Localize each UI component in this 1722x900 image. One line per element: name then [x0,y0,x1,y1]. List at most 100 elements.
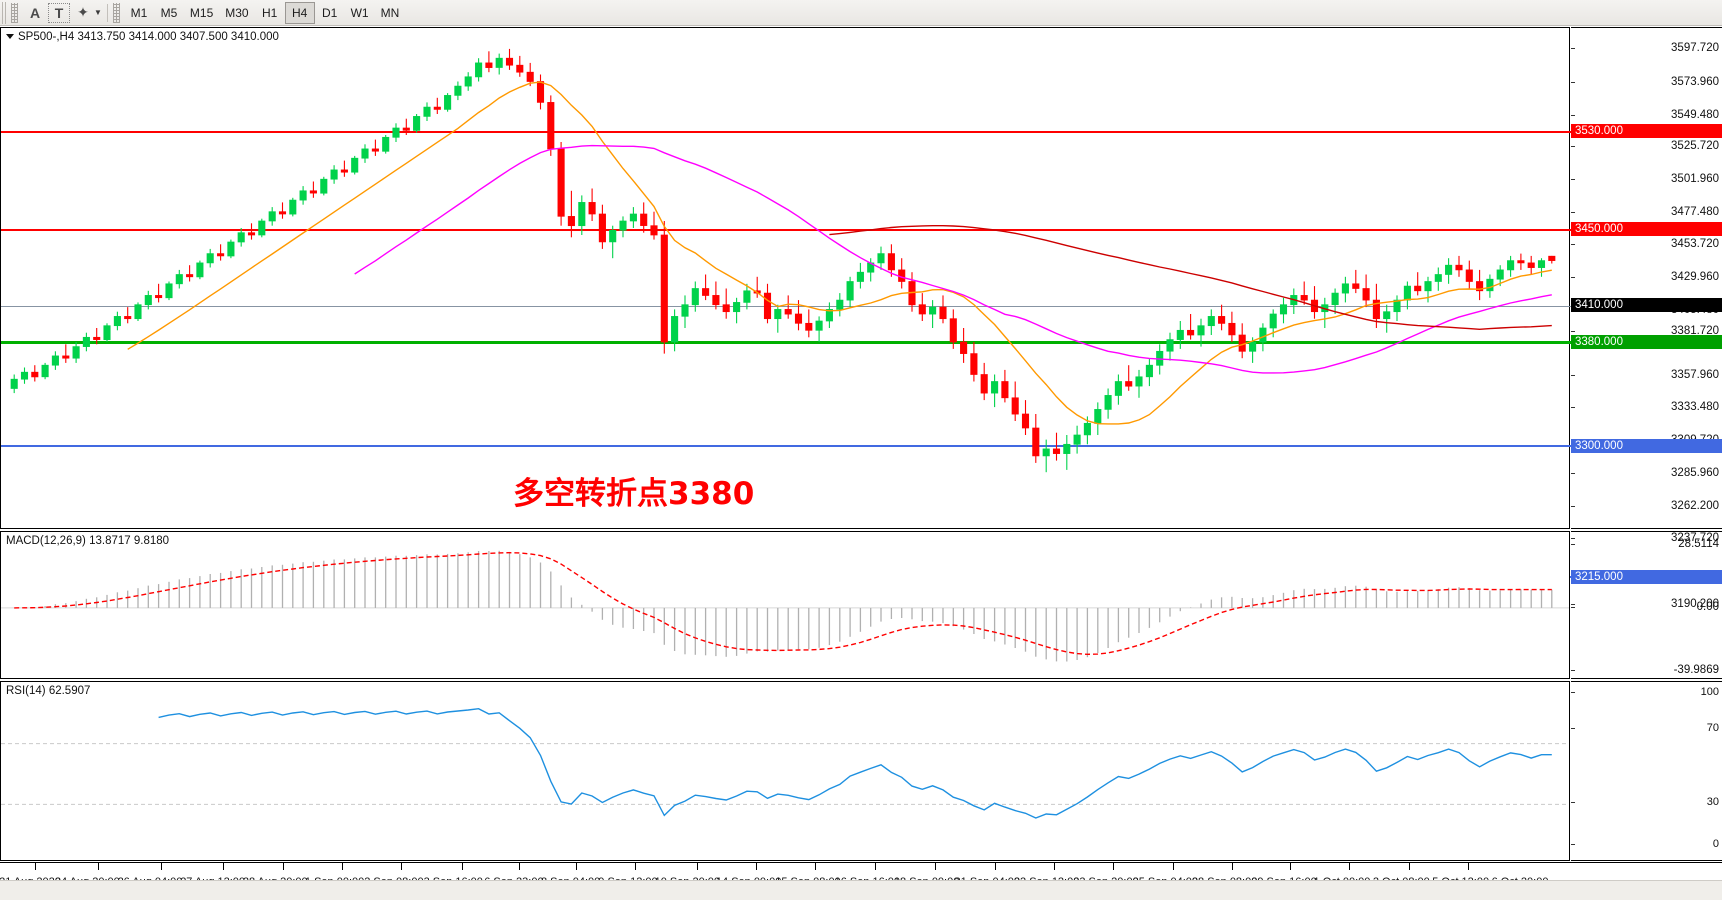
price-tick-label: 3477.480 [1671,206,1719,218]
dropdown-caret-icon[interactable]: ▼ [94,8,102,17]
price-tick-label: 3549.480 [1671,109,1719,121]
candlestick-series [10,48,1556,473]
axis-tickmark [1571,844,1575,845]
price-level-badge-3215[interactable]: 3215.000 [1571,570,1722,584]
text-label-icon[interactable]: A [29,4,41,21]
timeframe-h1[interactable]: H1 [261,5,278,20]
axis-tickmark [1571,538,1575,539]
time-axis-separator [97,863,99,870]
rsi-tick-label: 30 [1706,796,1719,808]
time-axis-separator [35,863,37,870]
macd-label: MACD(12,26,9) 13.8717 9.8180 [6,535,170,547]
time-axis-separator [755,863,757,870]
axis-tickmark [1571,244,1575,245]
axis-tickmark [1571,212,1575,213]
price-tick-label: 3429.960 [1671,271,1719,283]
time-axis-separator [1113,863,1115,870]
drawing-tools-icon[interactable]: ✦ [77,4,89,20]
price-level-badge-3450[interactable]: 3450.000 [1571,222,1722,236]
axis-tickmark [1571,48,1575,49]
axis-tickmark [1571,506,1575,507]
price-tick-label: 3333.480 [1671,401,1719,413]
time-axis-separator [1231,863,1233,870]
price-tick-label: 3285.960 [1671,467,1719,479]
status-bar [0,880,1722,900]
timeframe-m5[interactable]: M5 [160,5,178,20]
time-axis-separator [815,863,817,870]
rsi-axis[interactable]: 100 70 30 0 [1571,681,1722,861]
time-axis-separator [282,863,284,870]
price-level-badge-3300[interactable]: 3300.000 [1571,439,1722,453]
toolbar-grip[interactable] [2,1,8,24]
time-axis-separator [1468,863,1469,870]
price-tick-label: 3262.200 [1671,500,1719,512]
time-axis-separator [518,863,520,870]
price-tick-label: 3597.720 [1671,42,1719,54]
timeframe-m15[interactable]: M15 [189,5,214,20]
price-tick-label: 3573.960 [1671,76,1719,88]
macd-tick-label: 28.5114 [1678,538,1719,550]
timeframe-m1[interactable]: M1 [130,5,148,20]
time-axis-separator [1053,863,1055,870]
price-tick-label: 3501.960 [1671,173,1719,185]
collapse-caret-icon[interactable] [6,34,14,40]
rsi-series [1,707,1569,819]
resistance-line-3450 [1,229,1571,231]
rsi-tick-label: 100 [1700,686,1719,698]
axis-tickmark [1571,692,1575,693]
time-axis-separator [1172,863,1174,870]
chart-annotation: 多空转折点3380 [513,476,755,512]
symbol-ohlc-label: SP500-,H4 3413.750 3414.000 3407.500 341… [6,31,279,43]
time-axis-separator [874,863,876,870]
time-axis-separator [1349,863,1351,870]
axis-tickmark [1571,179,1575,180]
macd-axis[interactable]: 28.5114 0.00 -39.9869 [1571,531,1722,679]
axis-tickmark [1571,604,1575,605]
macd-tick-label: 0.00 [1696,601,1719,613]
axis-tickmark [1571,473,1575,474]
text-box-icon[interactable]: T [48,2,70,23]
axis-tickmark [1571,331,1575,332]
price-axis[interactable]: 3597.720 3573.960 3549.480 3525.720 3501.960… [1571,27,1722,610]
time-axis-separator [223,863,225,870]
time-axis-separator [160,863,162,870]
price-chart-pane[interactable]: SP500-,H4 3413.750 3414.000 3407.500 341… [0,27,1571,578]
current-price-line-3410 [1,306,1571,307]
pivot-line-3380 [1,341,1571,344]
crosshair-icon[interactable] [11,2,18,23]
price-level-badge-3410[interactable]: 3410.000 [1571,298,1722,312]
axis-tickmark [1571,146,1575,147]
price-tick-label: 3453.720 [1671,238,1719,250]
price-tick-label: 3381.720 [1671,325,1719,337]
axis-tickmark [1571,407,1575,408]
timeframe-mn[interactable]: MN [380,5,400,20]
axis-tickmark [1571,802,1575,803]
time-axis-separator [401,863,403,870]
axis-tickmark [1571,544,1575,545]
axis-tickmark [1571,728,1575,729]
timeframe-w1[interactable]: W1 [350,5,369,20]
price-tick-label: 3190.200 [1671,598,1719,610]
timeframe-grip[interactable] [112,2,120,23]
rsi-tick-label: 0 [1712,838,1719,850]
price-level-badge-3380[interactable]: 3380.000 [1571,335,1722,349]
time-axis-separator [575,863,577,870]
time-axis-separator [635,863,637,870]
time-axis-separator [1408,863,1410,870]
time-axis-separator [461,863,463,870]
price-tick-label: 3357.960 [1671,369,1719,381]
macd-tick-label: -39.9869 [1673,664,1719,676]
time-axis-separator [341,863,343,870]
timeframe-h4[interactable]: H4 [284,1,315,24]
rsi-pane[interactable]: RSI(14) 62.5907 [0,681,1570,861]
macd-pane[interactable]: MACD(12,26,9) 13.8717 9.8180 [0,531,1570,679]
price-level-badge-3530[interactable]: 3530.000 [1571,124,1722,138]
price-tick-label: 3525.720 [1671,140,1719,152]
rsi-tick-label: 70 [1706,722,1719,734]
axis-tickmark [1571,607,1575,608]
rsi-label: RSI(14) 62.5907 [6,685,91,697]
timeframe-m30[interactable]: M30 [225,5,249,20]
timeframe-d1[interactable]: D1 [321,5,338,20]
time-axis-separator [696,863,698,870]
